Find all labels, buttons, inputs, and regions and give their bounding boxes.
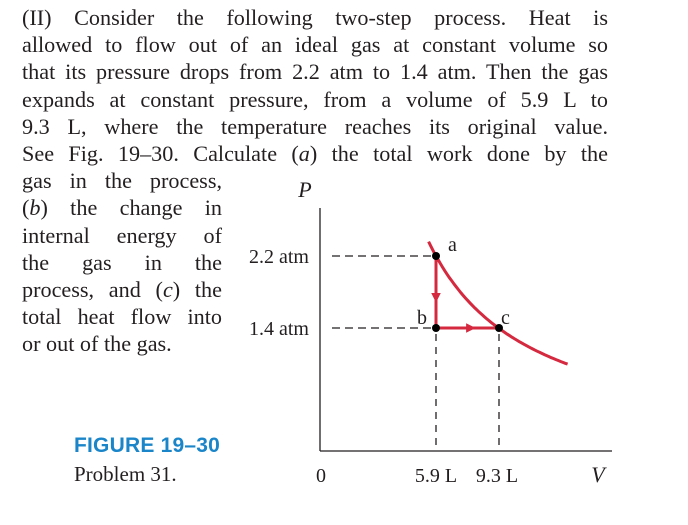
problem-line: expands at constant pressure, from a vol…	[22, 86, 608, 112]
problem-line: that its pressure drops from 2.2 atm to …	[22, 59, 608, 85]
problem-line: the gas in the	[22, 249, 222, 275]
problem-line: internal energy of	[22, 222, 222, 248]
state-label-c: c	[501, 307, 510, 329]
problem-line: See Fig. 19–30. Calculate (a) the total …	[22, 141, 608, 167]
problem-line: or out of the gas.	[22, 331, 172, 357]
state-label-a: a	[448, 234, 457, 256]
figure-caption: Problem 31.	[74, 462, 177, 486]
isotherm-curve	[427, 240, 569, 366]
problem-line: allowed to flow out of an ideal gas at c…	[22, 32, 608, 58]
volume-tick-label: 9.3 L	[476, 465, 518, 487]
state-point-b	[432, 324, 440, 332]
problem-line: process, and (c) the	[22, 277, 222, 303]
state-point-a	[432, 252, 440, 260]
y-axis-label: P	[297, 177, 311, 202]
state-point-c	[495, 324, 503, 332]
origin-label: 0	[316, 465, 326, 487]
problem-line: 9.3 L, where the temperature reaches its…	[22, 113, 608, 139]
problem-line: gas in the process,	[22, 168, 222, 194]
x-axis-label: V	[591, 462, 607, 487]
problem-line: total heat flow into	[22, 304, 222, 330]
pressure-tick-label: 1.4 atm	[249, 318, 309, 340]
figure-title: FIGURE 19–30	[74, 434, 220, 457]
volume-tick-label: 5.9 L	[415, 465, 457, 487]
problem-text: (II) Consider the following two-step pro…	[22, 4, 608, 358]
problem-line: (II) Consider the following two-step pro…	[22, 5, 608, 30]
state-label-b: b	[417, 307, 427, 329]
pressure-tick-label: 2.2 atm	[249, 246, 309, 268]
problem-line: (b) the change in	[22, 195, 222, 221]
